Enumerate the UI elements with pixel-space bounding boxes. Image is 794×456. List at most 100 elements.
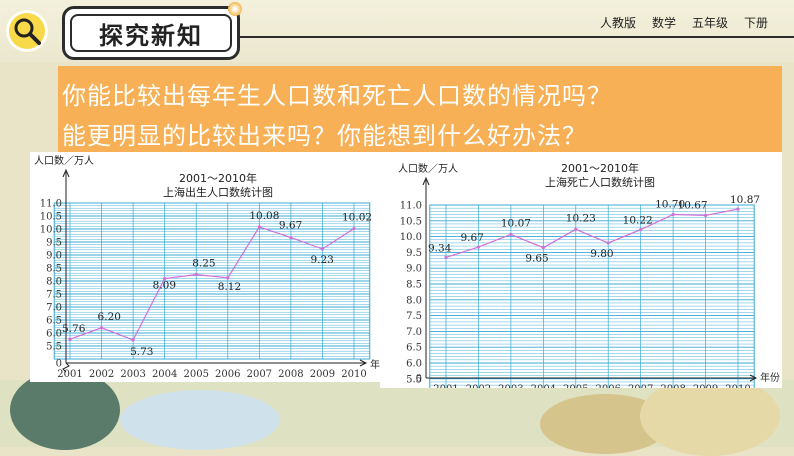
data-point bbox=[671, 212, 675, 217]
data-label: 9.34 bbox=[428, 242, 452, 254]
chart-title: 2001～2010年 bbox=[561, 161, 639, 175]
x-tick-label: 2008 bbox=[660, 384, 685, 388]
data-label: 5.73 bbox=[130, 346, 153, 358]
data-point bbox=[163, 277, 167, 281]
y-tick-label: 9.0 bbox=[406, 264, 422, 275]
question-banner: 你能比较出每年生人口数和死亡人口数的情况吗？ 能更明显的比较出来吗？你能想到什么… bbox=[58, 66, 782, 154]
data-label: 9.80 bbox=[590, 248, 613, 260]
data-label: 10.23 bbox=[566, 212, 596, 224]
y-tick-label: 0 bbox=[416, 374, 422, 385]
data-point bbox=[131, 338, 135, 342]
data-point bbox=[606, 241, 610, 245]
data-point bbox=[99, 326, 104, 330]
axis-break-mark bbox=[62, 362, 70, 373]
book-publisher: 人教版 bbox=[599, 16, 636, 30]
x-tick-label: 2006 bbox=[215, 369, 240, 380]
data-point bbox=[257, 225, 261, 229]
data-label: 10.02 bbox=[342, 211, 372, 223]
x-tick-label: 2003 bbox=[498, 384, 523, 388]
x-tick-label: 2002 bbox=[466, 384, 491, 388]
x-axis-arrow bbox=[359, 359, 368, 367]
y-tick-label: 7.0 bbox=[406, 327, 422, 338]
data-point bbox=[509, 232, 513, 236]
y-tick-label: 9.5 bbox=[406, 248, 422, 259]
y-tick-label: 7.0 bbox=[46, 303, 62, 314]
data-label: 9.67 bbox=[279, 220, 302, 232]
decor-dot bbox=[228, 2, 242, 16]
data-point bbox=[639, 228, 643, 232]
y-tick-label: 11.0 bbox=[400, 201, 422, 212]
x-tick-label: 2005 bbox=[183, 369, 208, 380]
birth-chart-panel: 2001～2010年 上海出生人口数统计图 人口数／万人 11.0 10.5 10.0 9.… bbox=[30, 152, 390, 382]
data-label: 10.70 bbox=[655, 198, 685, 210]
data-point bbox=[226, 276, 230, 280]
x-tick-label: 2004 bbox=[531, 384, 556, 388]
data-label: 8.12 bbox=[218, 281, 241, 293]
data-label: 10.08 bbox=[249, 210, 279, 222]
y-axis-unit: 人口数／万人 bbox=[398, 162, 458, 175]
y-tick-label: 9.5 bbox=[46, 238, 62, 249]
x-tick-label: 2009 bbox=[693, 384, 718, 388]
data-point bbox=[352, 226, 356, 231]
y-tick-label: 8.0 bbox=[46, 277, 62, 288]
y-tick-label: 5.5 bbox=[406, 374, 422, 385]
x-tick-label: 2007 bbox=[628, 384, 653, 388]
y-tick-label: 10.5 bbox=[400, 216, 422, 227]
data-point bbox=[574, 227, 578, 231]
y-tick-label: 8.5 bbox=[46, 264, 62, 275]
y-tick-label: 6.5 bbox=[46, 316, 62, 327]
y-tick-label: 6.0 bbox=[406, 359, 422, 370]
y-tick-label: 11.0 bbox=[40, 199, 62, 210]
data-label: 8.25 bbox=[192, 258, 215, 270]
book-volume: 下册 bbox=[743, 16, 768, 30]
data-point bbox=[541, 246, 545, 250]
x-tick-label: 2002 bbox=[89, 369, 114, 380]
data-label: 8.09 bbox=[153, 280, 176, 292]
chart-subtitle: 上海出生人口数统计图 bbox=[163, 185, 273, 199]
y-tick-label: 0 bbox=[56, 359, 62, 370]
section-title-box: 探究新知 bbox=[62, 6, 240, 60]
data-label: 9.67 bbox=[460, 232, 483, 244]
x-tick-label: 2010 bbox=[341, 369, 366, 380]
y-axis-unit: 人口数／万人 bbox=[34, 154, 94, 167]
data-point bbox=[736, 207, 740, 211]
x-tick-label: 2007 bbox=[247, 369, 272, 380]
data-point bbox=[476, 245, 481, 249]
data-label: 10.07 bbox=[501, 217, 531, 229]
data-label: 5.76 bbox=[62, 323, 86, 335]
data-label: 10.87 bbox=[730, 194, 760, 206]
y-tick-label: 6.5 bbox=[406, 343, 422, 354]
data-point bbox=[68, 337, 72, 341]
bottom-decoration bbox=[0, 370, 794, 456]
x-tick-label: 2010 bbox=[725, 384, 750, 388]
data-label: 9.65 bbox=[525, 253, 548, 265]
question-line-2: 能更明显的比较出来吗？你能想到什么好办法？ bbox=[62, 122, 587, 150]
y-tick-label: 7.5 bbox=[46, 290, 62, 301]
chart-title: 2001～2010年 bbox=[179, 171, 257, 185]
x-axis-unit: 年份 bbox=[760, 371, 780, 384]
magnifier-icon bbox=[6, 10, 48, 52]
x-tick-label: 2009 bbox=[310, 369, 335, 380]
series-line bbox=[445, 208, 739, 259]
book-subject: 数学 bbox=[651, 16, 676, 30]
x-tick-label: 2005 bbox=[563, 384, 588, 388]
data-point bbox=[320, 247, 325, 251]
x-tick-label: 2006 bbox=[595, 384, 620, 388]
x-tick-label: 2003 bbox=[120, 369, 145, 380]
x-tick-label: 2001 bbox=[57, 369, 82, 380]
data-label: 6.20 bbox=[98, 311, 121, 323]
x-axis-arrow bbox=[749, 374, 758, 382]
data-label: 10.22 bbox=[623, 215, 653, 227]
x-tick-label: 2004 bbox=[152, 369, 177, 380]
death-chart-panel: 2001～2010年 上海死亡人口数统计图 人口数／万人 11.0 10.5 10.0 9.… bbox=[380, 152, 782, 408]
y-tick-label: 7.5 bbox=[406, 311, 422, 322]
data-label: 9.23 bbox=[310, 254, 333, 266]
data-point bbox=[444, 255, 448, 260]
y-tick-label: 10.0 bbox=[400, 232, 422, 243]
y-tick-label: 10.5 bbox=[40, 212, 62, 223]
x-tick-label: 2008 bbox=[278, 369, 303, 380]
series-line bbox=[69, 226, 355, 341]
x-tick-label: 2001 bbox=[433, 384, 458, 388]
y-tick-label: 8.5 bbox=[406, 280, 422, 291]
